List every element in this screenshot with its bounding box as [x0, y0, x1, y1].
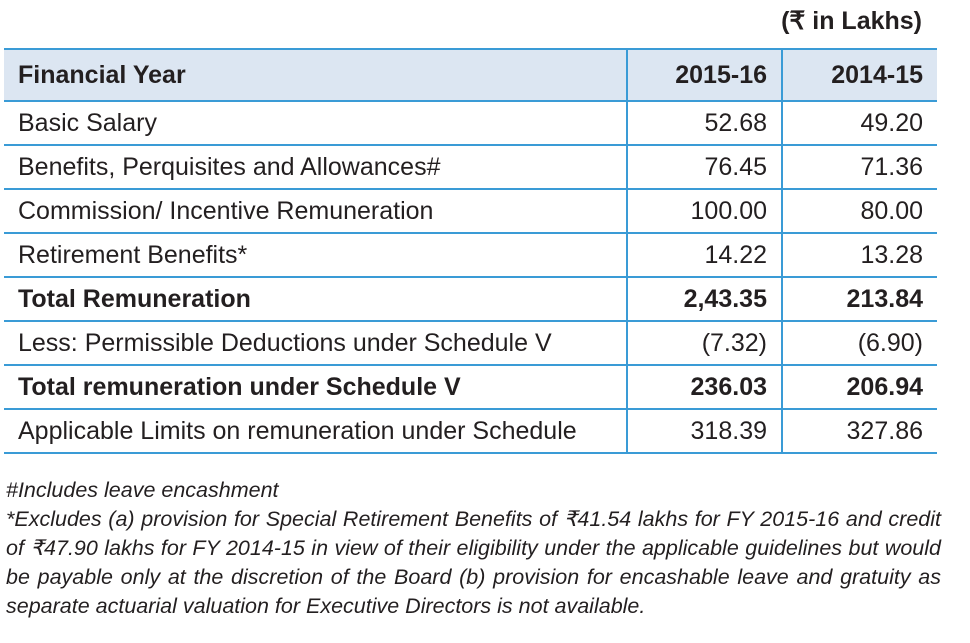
row-label: Total Remuneration	[4, 277, 627, 322]
row-value-2015-16: 2,43.35	[626, 277, 782, 322]
row-value-2014-15: 71.36	[781, 145, 937, 190]
row-value-2015-16: 236.03	[626, 365, 782, 410]
row-label: Basic Salary	[4, 101, 627, 146]
table-row: Applicable Limits on remuneration under …	[4, 409, 937, 454]
footnote-retirement-benefits: *Excludes (a) provision for Special Reti…	[6, 507, 941, 618]
row-value-2014-15: (6.90)	[781, 321, 937, 366]
row-label: Commission/ Incentive Remuneration	[4, 189, 627, 234]
table-row: Less: Permissible Deductions under Sched…	[4, 321, 937, 366]
table-row: Commission/ Incentive Remuneration 100.0…	[4, 189, 937, 234]
table-row: Retirement Benefits* 14.22 13.28	[4, 233, 937, 278]
row-value-2015-16: 14.22	[626, 233, 782, 278]
table-row-total-remuneration: Total Remuneration 2,43.35 213.84	[4, 277, 937, 322]
table-row-total-under-schedule-v: Total remuneration under Schedule V 236.…	[4, 365, 937, 410]
row-value-2014-15: 206.94	[781, 365, 937, 410]
row-value-2014-15: 49.20	[781, 101, 937, 146]
remuneration-table: Financial Year 2015-16 2014-15 Basic Sal…	[4, 48, 937, 454]
table-row: Benefits, Perquisites and Allowances# 76…	[4, 145, 937, 190]
row-label: Applicable Limits on remuneration under …	[4, 409, 627, 454]
row-label: Benefits, Perquisites and Allowances#	[4, 145, 627, 190]
unit-note: (₹ in Lakhs)	[781, 7, 922, 35]
header-year-2014-15: 2014-15	[781, 48, 937, 102]
row-label: Total remuneration under Schedule V	[4, 365, 627, 410]
row-value-2015-16: 318.39	[626, 409, 782, 454]
header-financial-year: Financial Year	[4, 48, 627, 102]
row-value-2014-15: 13.28	[781, 233, 937, 278]
header-year-2015-16: 2015-16	[626, 48, 782, 102]
row-label: Less: Permissible Deductions under Sched…	[4, 321, 627, 366]
row-value-2015-16: 100.00	[626, 189, 782, 234]
table-header-row: Financial Year 2015-16 2014-15	[4, 48, 937, 102]
row-value-2015-16: (7.32)	[626, 321, 782, 366]
table-row: Basic Salary 52.68 49.20	[4, 101, 937, 146]
row-value-2015-16: 52.68	[626, 101, 782, 146]
row-value-2014-15: 213.84	[781, 277, 937, 322]
row-value-2014-15: 80.00	[781, 189, 937, 234]
row-label: Retirement Benefits*	[4, 233, 627, 278]
row-value-2014-15: 327.86	[781, 409, 937, 454]
footnotes: #Includes leave encashment *Excludes (a)…	[6, 476, 941, 621]
row-value-2015-16: 76.45	[626, 145, 782, 190]
footnote-leave-encashment: #Includes leave encashment	[6, 478, 279, 502]
